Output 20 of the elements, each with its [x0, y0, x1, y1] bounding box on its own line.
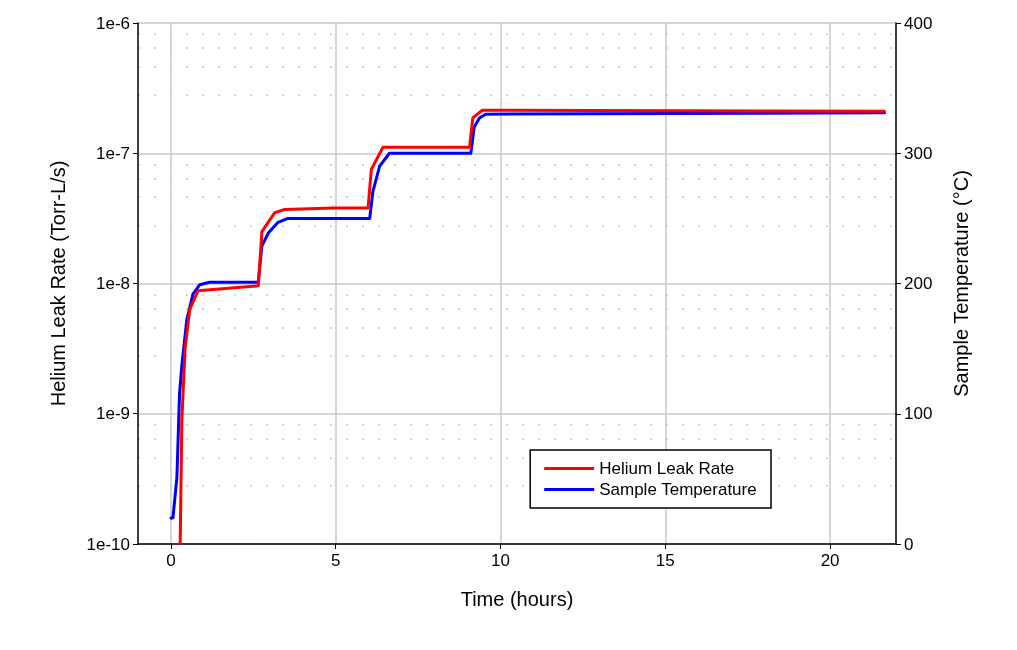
- legend-label: Sample Temperature: [599, 480, 757, 499]
- y2-tick-label: 0: [904, 534, 914, 554]
- x-tick-label: 5: [331, 551, 341, 570]
- x-tick-label: 0: [166, 551, 176, 570]
- y2-tick-label: 400: [904, 13, 933, 33]
- x-tick-label: 20: [820, 551, 840, 570]
- y2-tick-label: 200: [904, 274, 933, 293]
- y-tick-label: 1e-10: [86, 534, 130, 554]
- y-tick-label: 1e-6: [95, 13, 130, 33]
- y-tick-label: 1e-7: [95, 143, 130, 163]
- y-tick-label: 1e-8: [95, 274, 130, 293]
- x-tick-label: 10: [491, 551, 510, 570]
- y-tick-label: 1e-9: [95, 404, 130, 424]
- y2-axis-title: Sample Temperature (°C): [950, 170, 972, 397]
- legend-label: Helium Leak Rate: [599, 459, 735, 478]
- y2-tick-label: 300: [904, 143, 933, 163]
- x-tick-label: 15: [655, 551, 675, 570]
- x-axis-title: Time (hours): [460, 588, 574, 610]
- y2-tick-label: 100: [904, 404, 933, 424]
- y-axis-title: Helium Leak Rate (Torr-L/s): [47, 160, 69, 407]
